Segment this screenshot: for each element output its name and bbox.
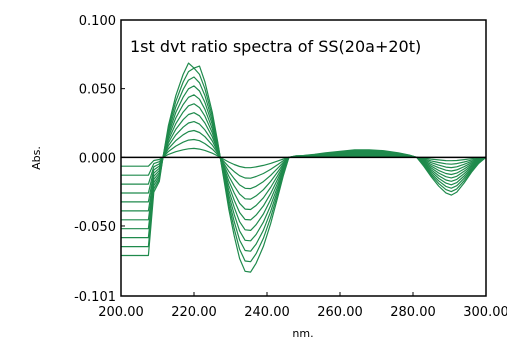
series-line-11: [121, 62, 487, 273]
y-tick-label: -0.050: [74, 220, 116, 235]
x-tick-label: 220.00: [171, 305, 217, 320]
series-line-3: [121, 129, 487, 190]
x-axis: 200.00 220.00 240.00 260.00 280.00 300.00: [98, 292, 507, 320]
series-line-2: [121, 138, 487, 179]
series-line-10: [121, 67, 487, 263]
series-group: [121, 62, 487, 273]
y-tick-label: 0.100: [79, 14, 116, 29]
series-line-7: [121, 94, 487, 231]
y-axis-title: Abs.: [30, 146, 43, 170]
x-tick-label: 300.00: [463, 305, 507, 320]
x-tick-label: 200.00: [98, 305, 144, 320]
y-axis: 0.100 0.050 0.000 -0.050 -0.101: [74, 14, 125, 305]
chart-title: 1st dvt ratio spectra of SS(20a+20t): [130, 37, 421, 56]
y-tick-label: 0.000: [79, 151, 116, 166]
y-tick-label: -0.101: [74, 290, 116, 305]
y-tick-label: 0.050: [79, 83, 116, 98]
series-line-4: [121, 120, 487, 200]
series-line-5: [121, 112, 487, 211]
x-tick-label: 260.00: [317, 305, 363, 320]
series-line-6: [121, 103, 487, 221]
plot-frame: [120, 19, 487, 297]
series-line-1: [121, 147, 487, 169]
x-tick-label: 240.00: [244, 305, 290, 320]
x-tick-label: 280.00: [390, 305, 436, 320]
series-line-8: [121, 85, 487, 242]
x-axis-title: nm.: [292, 327, 313, 340]
series-line-9: [121, 76, 487, 252]
